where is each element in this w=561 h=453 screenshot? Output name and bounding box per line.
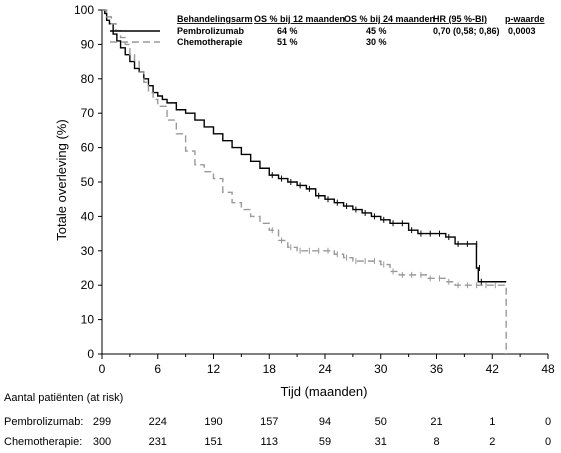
risk-count: 224 (148, 416, 167, 428)
risk-count: 300 (92, 436, 112, 448)
legend-header: OS % bij 12 maanden (254, 14, 345, 24)
y-tick-label: 70 (81, 106, 95, 120)
risk-row-label-chemotherapie: Chemotherapie: (4, 436, 83, 448)
legend-cell: 64 % (277, 26, 298, 36)
x-tick-label: 24 (318, 362, 332, 376)
legend-header: Behandelingsarm (177, 14, 253, 24)
y-tick-label: 0 (87, 347, 94, 361)
x-tick-label: 0 (99, 362, 106, 376)
risk-count: 190 (204, 416, 223, 428)
risk-count: 113 (260, 436, 279, 448)
series-lines (102, 9, 507, 354)
y-tick-label: 90 (81, 37, 95, 51)
legend-header: OS % bij 24 maanden (344, 14, 435, 24)
y-axis-title: Totale overleving (%) (54, 119, 69, 240)
legend-header: HR (95 %-BI) (433, 14, 487, 24)
legend-cell: Chemotherapie (177, 37, 243, 47)
risk-count: 231 (148, 436, 167, 448)
y-tick-label: 60 (81, 141, 95, 155)
x-axis-title: Tijd (maanden) (281, 384, 368, 399)
series-line-pembrolizumab (102, 9, 507, 283)
x-tick-label: 18 (263, 362, 277, 376)
x-tick-label: 12 (207, 362, 221, 376)
risk-count: 299 (92, 416, 112, 428)
risk-count: 1 (489, 416, 496, 428)
risk-count: 31 (374, 436, 387, 448)
x-tick-label: 36 (430, 362, 444, 376)
legend-cell: 51 % (277, 37, 298, 47)
legend-cell: 0,0003 (508, 26, 536, 36)
risk-count: 151 (204, 436, 223, 448)
risk-row-label-pembrolizumab: Pembrolizumab: (4, 416, 84, 428)
risk-count: 2 (489, 436, 496, 448)
risk-count: 0 (544, 436, 552, 448)
x-tick-label: 30 (374, 362, 388, 376)
risk-count: 50 (374, 416, 387, 428)
y-tick-label: 80 (81, 72, 95, 86)
y-tick-label: 10 (81, 313, 95, 327)
risk-count: 0 (544, 416, 552, 428)
risk-count: 59 (318, 436, 332, 448)
legend-header: p-waarde (505, 14, 545, 24)
x-tick-label: 48 (541, 362, 555, 376)
risk-count: 8 (433, 436, 440, 448)
risk-count: 157 (260, 416, 279, 428)
y-tick-label: 100 (74, 3, 94, 17)
legend-cell: 30 % (366, 37, 387, 47)
x-tick-label: 42 (486, 362, 500, 376)
risk-count: 94 (318, 416, 332, 428)
legend-cell: 0,70 (0,58; 0,86) (433, 26, 500, 36)
risk-count: 21 (430, 416, 443, 428)
y-tick-label: 20 (81, 278, 95, 292)
x-tick-label: 6 (154, 362, 161, 376)
axes (101, 10, 548, 355)
y-tick-label: 50 (81, 175, 95, 189)
y-tick-label: 40 (81, 209, 95, 223)
y-tick-label: 30 (81, 244, 95, 258)
series-line-chemotherapie (102, 9, 507, 354)
legend-cell: 45 % (366, 26, 387, 36)
x-axis-ticks: 0 6 12 18 24 30 36 42 48 (99, 354, 555, 376)
legend-cell: Pembrolizumab (177, 26, 245, 36)
risk-table-title: Aantal patiënten (at risk) (4, 392, 124, 404)
y-axis-ticks: 0 10 20 30 40 50 60 70 80 90 100 (74, 3, 102, 361)
